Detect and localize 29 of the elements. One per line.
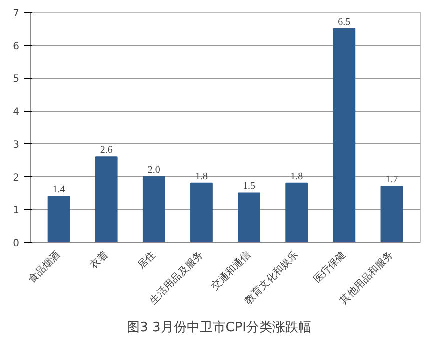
bar <box>380 186 404 242</box>
text: 图3 3月份中卫市CPI分类涨跌幅 <box>127 320 312 336</box>
y-tick-label: 3 <box>13 140 20 151</box>
y-tick-label: 2 <box>13 172 20 184</box>
bar <box>95 156 118 242</box>
data-label: 2.0 <box>148 164 160 176</box>
y-tick-label: 5 <box>13 74 20 86</box>
x-tick-label: 食品烟酒 <box>26 248 63 286</box>
y-tick-label: 4 <box>13 107 20 118</box>
y-tick-label: 6 <box>13 41 20 52</box>
bar <box>238 192 260 242</box>
data-label: 1.5 <box>243 181 256 192</box>
y-tick-label: 7 <box>13 8 20 20</box>
data-label: 2.6 <box>100 145 113 156</box>
x-tick-label: 医疗保健 <box>312 248 348 286</box>
bar <box>190 182 213 242</box>
bar <box>286 182 308 242</box>
y-tick-label: 0 <box>13 238 20 250</box>
data-label: 1.8 <box>195 171 208 182</box>
x-tick-label: 衣着 <box>88 248 110 272</box>
bar <box>48 196 70 242</box>
data-label: 1.4 <box>52 184 66 196</box>
y-tick-label: 1 <box>13 206 20 217</box>
data-label: 1.8 <box>290 171 304 182</box>
data-label: 6.5 <box>338 16 351 28</box>
x-tick-label: 居住 <box>136 250 158 272</box>
bar <box>333 28 356 242</box>
bar <box>142 176 166 242</box>
data-label: 1.7 <box>386 174 398 186</box>
